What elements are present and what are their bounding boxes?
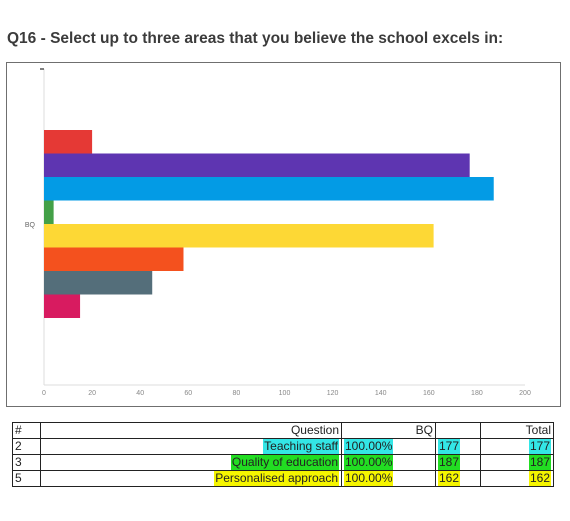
cell-num: 2 bbox=[12, 438, 41, 455]
bar-6 bbox=[44, 247, 184, 271]
x-tick-label: 140 bbox=[375, 390, 387, 397]
x-tick-label: 200 bbox=[519, 390, 531, 397]
cell-bq-text: 100.00% bbox=[344, 439, 394, 454]
results-table: # Question BQ Total 2 Teaching staff 100.0… bbox=[12, 422, 554, 487]
x-tick-label: 160 bbox=[423, 390, 435, 397]
cell-total-text: 177 bbox=[528, 439, 551, 454]
cell-question-text: Teaching staff bbox=[263, 439, 339, 454]
header-question: Question bbox=[40, 422, 342, 439]
chart-frame: BQ 0 20 40 60 80 100 120 140 160 180 200 bbox=[6, 62, 561, 407]
bar-4 bbox=[44, 200, 54, 224]
bar-8 bbox=[44, 294, 81, 318]
table-row: 2 Teaching staff 100.00% 177 177 bbox=[12, 438, 554, 455]
header-total: Total bbox=[480, 422, 554, 439]
cell-count: 187 bbox=[435, 454, 481, 471]
cell-num-text: 5 bbox=[15, 471, 22, 486]
category-label: BQ bbox=[25, 222, 36, 229]
x-tick-label: 20 bbox=[88, 390, 96, 397]
cell-num: 3 bbox=[12, 454, 41, 471]
cell-question-text: Quality of education bbox=[230, 455, 339, 470]
bar-2 bbox=[44, 153, 470, 177]
cell-num-text: 3 bbox=[15, 455, 22, 470]
table-row: 5 Personalised approach 100.00% 162 162 bbox=[12, 470, 554, 487]
cell-question: Quality of education bbox=[40, 454, 342, 471]
x-tick-label: 40 bbox=[136, 390, 144, 397]
x-tick-label: 60 bbox=[184, 390, 192, 397]
bar-5 bbox=[44, 224, 434, 248]
bar-7 bbox=[44, 271, 153, 295]
cell-bq: 100.00% bbox=[341, 454, 436, 471]
x-tick-label: 120 bbox=[327, 390, 339, 397]
cell-bq-text: 100.00% bbox=[344, 471, 394, 486]
cell-bq-text: 100.00% bbox=[344, 455, 394, 470]
header-count bbox=[435, 422, 481, 439]
cell-count: 177 bbox=[435, 438, 481, 455]
cell-total: 177 bbox=[480, 438, 554, 455]
x-tick-label: 80 bbox=[233, 390, 241, 397]
x-tick-label: 100 bbox=[279, 390, 291, 397]
bar-1 bbox=[44, 130, 93, 154]
bar-3 bbox=[44, 177, 494, 201]
bar-chart: BQ 0 20 40 60 80 100 120 140 160 180 200 bbox=[25, 68, 531, 397]
x-tick-label: 180 bbox=[471, 390, 483, 397]
cell-bq: 100.00% bbox=[341, 470, 436, 487]
cell-total-text: 187 bbox=[528, 455, 551, 470]
header-num: # bbox=[12, 422, 41, 439]
cell-question: Teaching staff bbox=[40, 438, 342, 455]
x-tick-label: 0 bbox=[42, 390, 46, 397]
cell-bq: 100.00% bbox=[341, 438, 436, 455]
header-bq: BQ bbox=[341, 422, 436, 439]
cell-question: Personalised approach bbox=[40, 470, 342, 487]
page-title: Q16 - Select up to three areas that you … bbox=[7, 30, 504, 47]
cell-count-text: 162 bbox=[438, 471, 461, 486]
table-row: 3 Quality of education 100.00% 187 187 bbox=[12, 454, 554, 471]
cell-question-text: Personalised approach bbox=[214, 471, 339, 486]
cell-count: 162 bbox=[435, 470, 481, 487]
cell-total: 187 bbox=[480, 454, 554, 471]
bars-group bbox=[44, 130, 494, 318]
cell-total: 162 bbox=[480, 470, 554, 487]
cell-total-text: 162 bbox=[528, 471, 551, 486]
cell-count-text: 187 bbox=[438, 455, 461, 470]
cell-num: 5 bbox=[12, 470, 41, 487]
x-ticks-group: 0 20 40 60 80 100 120 140 160 180 200 bbox=[42, 390, 531, 397]
table-header-row: # Question BQ Total bbox=[12, 422, 554, 439]
cell-num-text: 2 bbox=[15, 439, 22, 454]
cell-count-text: 177 bbox=[438, 439, 461, 454]
